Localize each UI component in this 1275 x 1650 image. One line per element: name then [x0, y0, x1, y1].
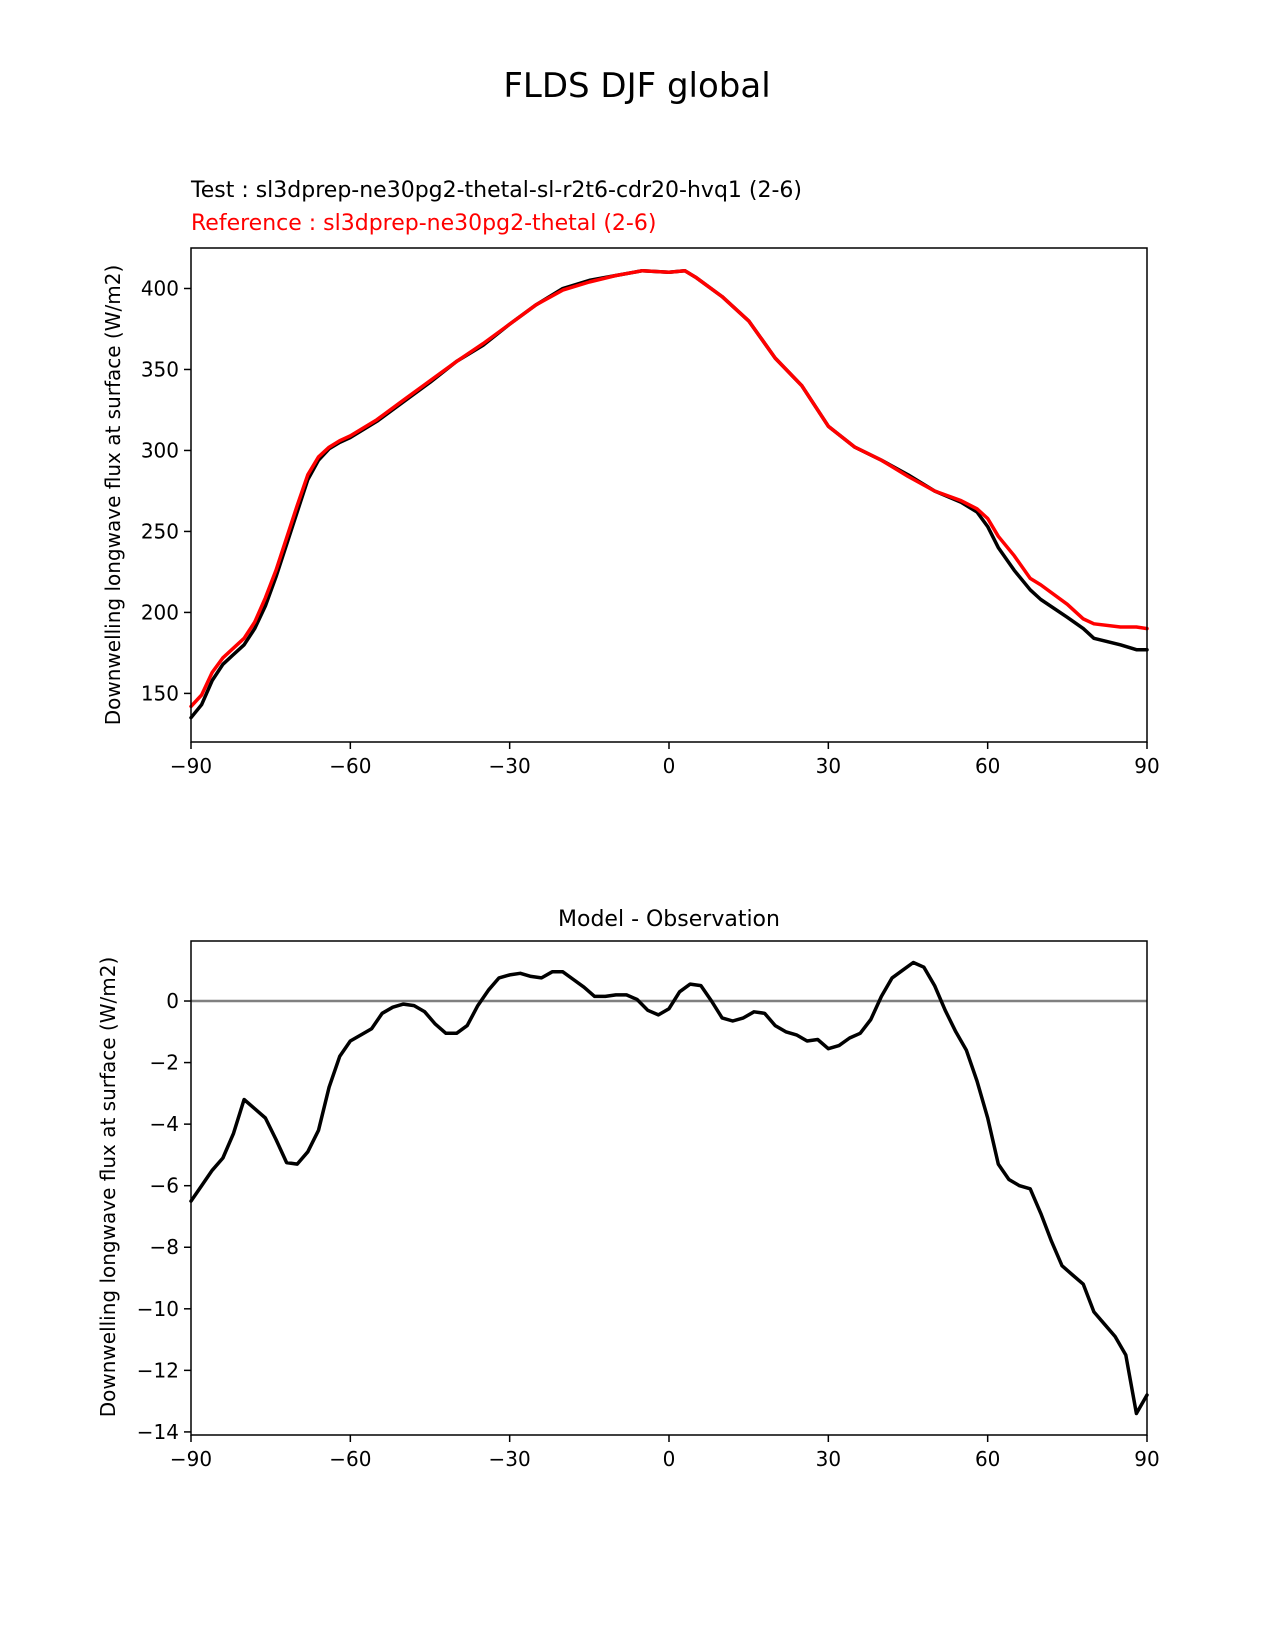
y-tick-label: −8: [150, 1235, 179, 1259]
top-y-ticks: 150 200 250 300 350 400: [141, 276, 191, 705]
x-tick-label: 30: [816, 754, 841, 778]
y-tick-label: 200: [141, 600, 179, 624]
bottom-axes-frame: [190, 940, 1148, 1436]
reference-label: Reference : sl3dprep-ne30pg2-thetal (2-6…: [191, 211, 656, 236]
bottom-series-group: [189, 960, 1149, 1416]
top-y-axis-label: Downwelling longwave flux at surface (W/…: [101, 265, 125, 726]
x-tick-label: −30: [489, 754, 531, 778]
y-tick-label: 150: [141, 681, 179, 705]
series-line-model-observation: [189, 960, 1149, 1416]
top-x-ticks: −90 −60 −30 0 30 60 90: [170, 742, 1160, 778]
bottom-panel-title: Model - Observation: [558, 907, 780, 932]
series-line-reference: [189, 268, 1149, 709]
top-panel: Test : sl3dprep-ne30pg2-thetal-sl-r2t6-c…: [101, 178, 1160, 778]
y-tick-label: 0: [166, 989, 179, 1013]
bottom-panel: Model - Observation 0 −2 −4 −6 −8 −10 −12 −14 −…: [96, 907, 1160, 1471]
x-tick-label: 60: [975, 754, 1000, 778]
bottom-x-ticks: −90 −60 −30 0 30 60 90: [170, 1435, 1160, 1471]
y-tick-label: 300: [141, 438, 179, 462]
x-tick-label: 90: [1134, 754, 1159, 778]
y-tick-label: 250: [141, 519, 179, 543]
top-axes-frame: [190, 247, 1148, 743]
y-tick-label: −6: [150, 1174, 179, 1198]
x-tick-label: −60: [329, 1447, 371, 1471]
x-tick-label: −60: [329, 754, 371, 778]
x-tick-label: −30: [489, 1447, 531, 1471]
x-tick-label: −90: [170, 1447, 212, 1471]
series-line-test: [189, 268, 1149, 720]
y-tick-label: 400: [141, 276, 179, 300]
bottom-y-ticks: 0 −2 −4 −6 −8 −10 −12 −14: [137, 989, 191, 1444]
y-tick-label: −4: [150, 1112, 179, 1136]
y-tick-label: −14: [137, 1420, 179, 1444]
top-series-group: [189, 268, 1149, 720]
x-tick-label: 90: [1134, 1447, 1159, 1471]
x-tick-label: −90: [170, 754, 212, 778]
test-label: Test : sl3dprep-ne30pg2-thetal-sl-r2t6-c…: [190, 178, 802, 203]
x-tick-label: 0: [663, 1447, 676, 1471]
y-tick-label: −10: [137, 1297, 179, 1321]
y-tick-label: −2: [150, 1051, 179, 1075]
x-tick-label: 60: [975, 1447, 1000, 1471]
x-tick-label: 0: [663, 754, 676, 778]
x-tick-label: 30: [816, 1447, 841, 1471]
y-tick-label: −12: [137, 1358, 179, 1382]
bottom-y-axis-label: Downwelling longwave flux at surface (W/…: [96, 957, 120, 1418]
figure-title: FLDS DJF global: [503, 66, 770, 106]
y-tick-label: 350: [141, 357, 179, 381]
